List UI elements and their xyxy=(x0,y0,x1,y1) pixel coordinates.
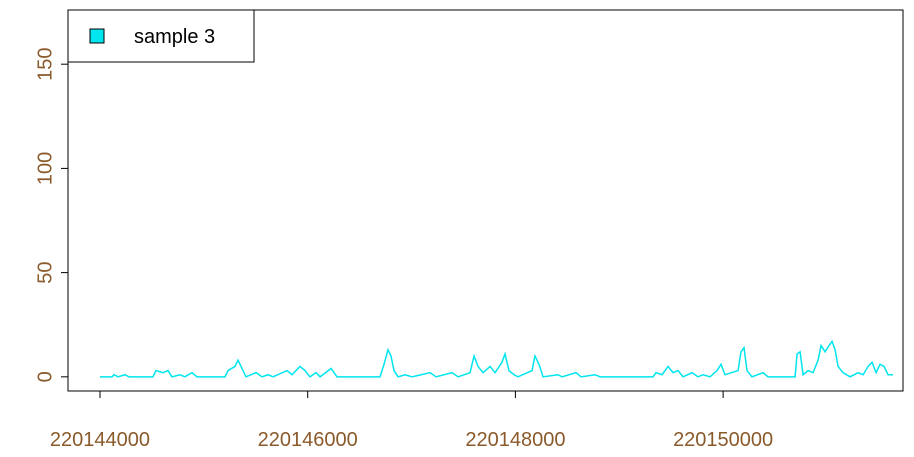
data-line xyxy=(99,339,894,378)
plot-frame xyxy=(67,9,904,392)
x-tick-label: 220150000 xyxy=(673,429,773,451)
legend-label: sample 3 xyxy=(134,26,215,48)
y-tick-label: 0 xyxy=(34,371,56,382)
y-tick-label: 150 xyxy=(34,48,56,81)
x-tick-label: 220146000 xyxy=(258,429,358,451)
x-tick-label: 220148000 xyxy=(465,429,565,451)
y-tick-label: 50 xyxy=(34,261,56,283)
legend-swatch xyxy=(89,28,105,44)
y-tick-label: 100 xyxy=(34,152,56,185)
legend-box xyxy=(67,9,255,63)
x-tick-label: 220144000 xyxy=(50,429,150,451)
